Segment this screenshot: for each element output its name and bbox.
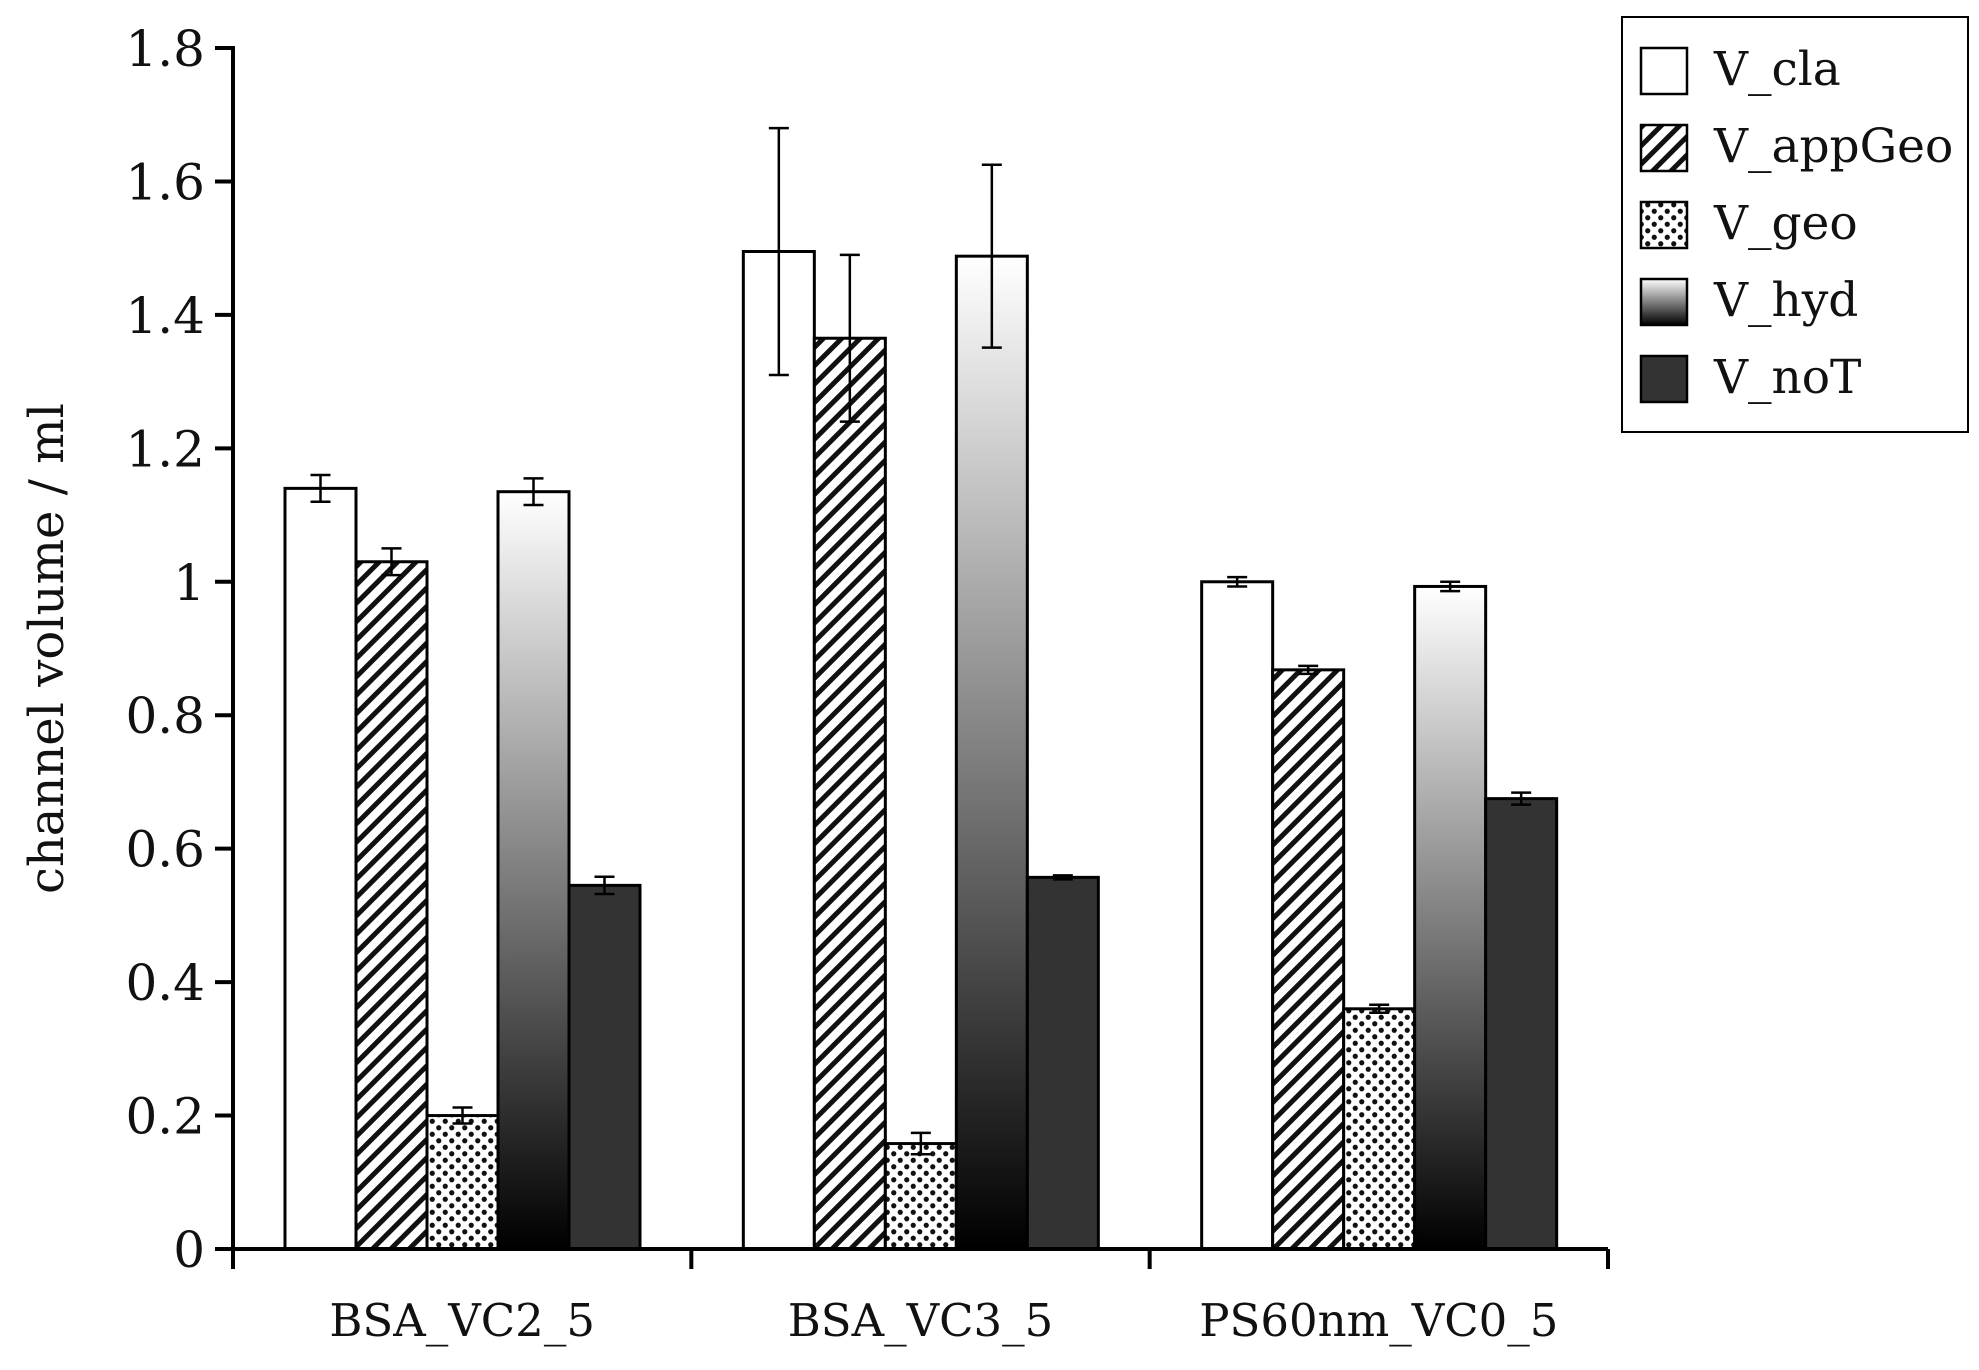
bar-V_noT-BSA_VC2_5 xyxy=(567,883,642,1251)
error-bar-V_noT-BSA_VC2_5 xyxy=(594,875,615,896)
error-bar-V_noT-PS60nm_VC0_5 xyxy=(1511,791,1532,806)
y-axis-label: channel volume / ml xyxy=(19,403,75,894)
legend-swatch-V_geo xyxy=(1639,200,1689,250)
error-bar-V_appGeo-BSA_VC3_5 xyxy=(839,253,860,423)
y-tick-label: 0 xyxy=(173,1221,205,1279)
error-bar-V_appGeo-BSA_VC2_5 xyxy=(381,547,402,577)
error-bar-V_hyd-PS60nm_VC0_5 xyxy=(1440,580,1461,593)
legend-label-V_appGeo: V_appGeo xyxy=(1713,119,1953,174)
bar-V_noT-BSA_VC3_5 xyxy=(1025,875,1100,1251)
bar-V_appGeo-PS60nm_VC0_5 xyxy=(1271,668,1346,1251)
error-bar-V_geo-BSA_VC2_5 xyxy=(452,1106,473,1125)
bar-V_appGeo-BSA_VC3_5 xyxy=(812,336,887,1251)
error-bar-V_cla-BSA_VC2_5 xyxy=(310,473,331,503)
error-bar-V_hyd-BSA_VC2_5 xyxy=(523,477,544,507)
x-tick-label: BSA_VC2_5 xyxy=(329,1294,595,1347)
error-bar-V_appGeo-PS60nm_VC0_5 xyxy=(1298,664,1319,676)
legend-swatch-V_noT xyxy=(1639,354,1689,404)
bar-V_cla-BSA_VC2_5 xyxy=(283,486,358,1251)
y-tick-label: 0.2 xyxy=(125,1088,205,1146)
bar-V_noT-PS60nm_VC0_5 xyxy=(1484,797,1559,1251)
legend-swatch-V_cla xyxy=(1639,46,1689,96)
error-bar-V_noT-BSA_VC3_5 xyxy=(1052,874,1073,881)
y-tick-label: 1.2 xyxy=(125,420,205,478)
y-tick-label: 0.6 xyxy=(125,821,205,879)
y-tick-label: 0.4 xyxy=(125,954,205,1012)
legend-label-V_geo: V_geo xyxy=(1713,196,1858,251)
bar-V_geo-PS60nm_VC0_5 xyxy=(1342,1007,1417,1251)
bar-V_cla-BSA_VC3_5 xyxy=(741,250,816,1251)
error-bar-V_hyd-BSA_VC3_5 xyxy=(981,163,1002,349)
error-bar-V_cla-BSA_VC3_5 xyxy=(768,126,789,377)
legend-swatch-V_hyd xyxy=(1639,277,1689,327)
bar-V_hyd-PS60nm_VC0_5 xyxy=(1413,584,1488,1251)
legend-label-V_cla: V_cla xyxy=(1713,42,1841,97)
bar-V_hyd-BSA_VC3_5 xyxy=(954,254,1029,1251)
legend-swatch-V_appGeo xyxy=(1639,123,1689,173)
bar-V_hyd-BSA_VC2_5 xyxy=(496,490,571,1251)
bar-V_geo-BSA_VC2_5 xyxy=(425,1114,500,1251)
legend-label-V_hyd: V_hyd xyxy=(1713,273,1858,328)
y-tick-label: 1.4 xyxy=(125,287,205,345)
x-tick-label: BSA_VC3_5 xyxy=(788,1294,1054,1347)
y-tick-label: 1.6 xyxy=(125,153,205,211)
bar-V_appGeo-BSA_VC2_5 xyxy=(354,560,429,1251)
x-tick-label: PS60nm_VC0_5 xyxy=(1199,1294,1558,1347)
error-bar-V_cla-PS60nm_VC0_5 xyxy=(1227,575,1248,588)
error-bar-V_geo-BSA_VC3_5 xyxy=(910,1131,931,1156)
bar-V_cla-PS60nm_VC0_5 xyxy=(1200,580,1275,1251)
y-tick-label: 1.8 xyxy=(125,20,205,78)
y-tick-label: 0.8 xyxy=(125,687,205,745)
y-tick-label: 1 xyxy=(173,554,205,612)
legend-label-V_noT: V_noT xyxy=(1713,350,1861,405)
bar-V_geo-BSA_VC3_5 xyxy=(883,1142,958,1251)
error-bar-V_geo-PS60nm_VC0_5 xyxy=(1369,1003,1390,1015)
